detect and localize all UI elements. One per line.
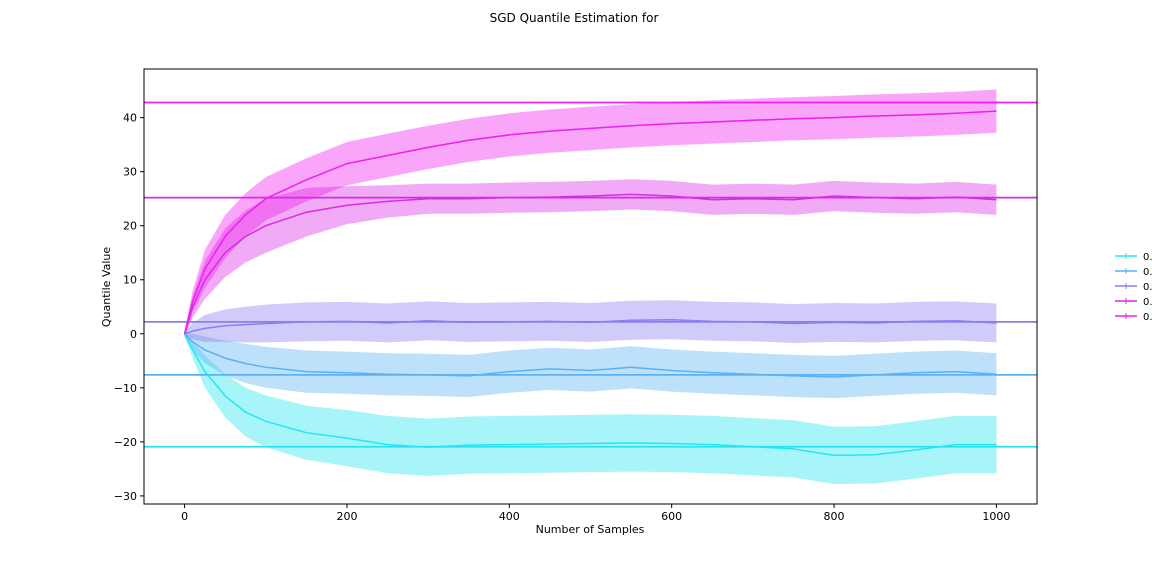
y-tick-label-0: 0 — [130, 328, 137, 341]
legend-label-3: 0. — [1143, 297, 1152, 308]
x-tick-label-200: 200 — [336, 510, 357, 523]
y-axis-ticks: −30 −20 −10 0 10 20 30 40 — [114, 112, 144, 503]
error-bands — [184, 89, 997, 484]
x-axis-label: Number of Samples — [536, 523, 645, 536]
x-tick-label-600: 600 — [661, 510, 682, 523]
error-band-0 — [184, 331, 997, 484]
plot-frame — [143, 68, 1038, 505]
y-tick-label--10: −10 — [114, 382, 137, 395]
y-tick-label-40: 40 — [123, 112, 137, 125]
x-tick-label-0: 0 — [181, 510, 188, 523]
y-tick-label--30: −30 — [114, 490, 137, 503]
true-quantile-lines — [144, 101, 1037, 448]
error-band-4 — [184, 89, 997, 337]
y-tick-label-10: 10 — [123, 274, 137, 287]
x-axis-ticks: 0 200 400 600 800 1000 — [181, 504, 1010, 523]
chart-title: SGD Quantile Estimation for — [490, 11, 659, 25]
y-tick-label-30: 30 — [123, 166, 137, 179]
estimate-line-3 — [183, 193, 997, 335]
legend-label-0: 0. — [1143, 252, 1152, 263]
estimate-lines — [183, 110, 997, 457]
legend-label-1: 0. — [1143, 267, 1152, 278]
y-tick-label--20: −20 — [114, 436, 137, 449]
estimate-line-2 — [184, 318, 997, 335]
estimate-line-4 — [183, 110, 997, 334]
estimate-line-1 — [184, 333, 997, 378]
error-band-1 — [184, 331, 997, 399]
y-axis-label: Quantile Value — [100, 247, 113, 327]
x-tick-label-800: 800 — [824, 510, 845, 523]
x-tick-label-400: 400 — [499, 510, 520, 523]
estimate-line-0 — [183, 333, 997, 457]
legend: 0. 0. 0. 0. 0. — [1115, 252, 1152, 323]
error-band-3 — [184, 179, 997, 337]
legend-label-2: 0. — [1143, 282, 1152, 293]
legend-label-4: 0. — [1143, 312, 1152, 323]
x-tick-label-1000: 1000 — [982, 510, 1010, 523]
y-tick-label-20: 20 — [123, 220, 137, 233]
